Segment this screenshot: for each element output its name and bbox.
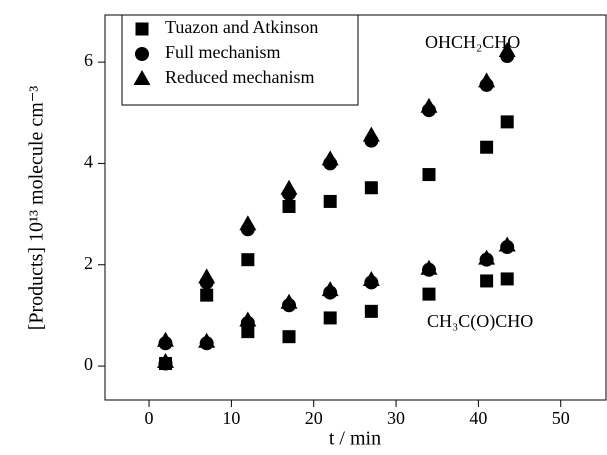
- data-point: [420, 97, 438, 113]
- x-tick-label: 40: [469, 408, 487, 428]
- data-point: [422, 168, 436, 182]
- data-point: [198, 332, 216, 348]
- data-point: [239, 311, 257, 327]
- data-point: [321, 281, 339, 297]
- annotation: CH₃C(O)CHO: [427, 311, 533, 332]
- y-tick-label: 0: [84, 354, 93, 374]
- data-point: [200, 288, 214, 302]
- y-tick-label: 4: [84, 152, 93, 172]
- data-point: [280, 293, 298, 309]
- y-axis-label: [Products] 10¹³ molecule cm⁻³: [26, 86, 48, 331]
- data-point: [420, 259, 438, 275]
- data-point: [500, 115, 514, 129]
- data-point: [498, 236, 516, 252]
- x-tick-label: 30: [387, 408, 405, 428]
- data-point: [498, 41, 516, 57]
- data-point: [241, 253, 255, 267]
- data-point: [500, 272, 514, 286]
- legend-label: Tuazon and Atkinson: [165, 17, 318, 37]
- annotation: OHCH₂CHO: [425, 32, 520, 52]
- data-point: [280, 179, 298, 195]
- y-tick-label: 6: [84, 50, 93, 70]
- legend: [121, 14, 359, 106]
- x-axis-label: t / min: [329, 428, 381, 450]
- data-point: [239, 215, 257, 231]
- data-point: [480, 140, 494, 154]
- data-point: [480, 274, 494, 288]
- data-point: [198, 268, 216, 284]
- data-point: [478, 249, 496, 265]
- data-point: [321, 150, 339, 166]
- data-point: [282, 199, 296, 213]
- data-point: [362, 270, 380, 286]
- legend-label: Reduced mechanism: [165, 67, 314, 87]
- x-tick-label: 0: [145, 408, 154, 428]
- y-tick-label: 2: [84, 253, 93, 273]
- data-point: [157, 353, 175, 369]
- data-point: [362, 126, 380, 142]
- data-point: [323, 311, 337, 325]
- data-point: [364, 181, 378, 195]
- data-point: [478, 72, 496, 88]
- legend-marker: [133, 70, 151, 85]
- x-tick-label: 20: [305, 408, 323, 428]
- legend-label: Full mechanism: [165, 42, 281, 62]
- data-point: [323, 194, 337, 208]
- x-tick-label: 10: [222, 408, 240, 428]
- data-point: [157, 331, 175, 347]
- data-point: [282, 330, 296, 344]
- legend-marker: [135, 22, 149, 36]
- data-point: [364, 304, 378, 318]
- data-point: [422, 287, 436, 301]
- legend-marker: [135, 47, 149, 61]
- x-tick-label: 50: [552, 408, 570, 428]
